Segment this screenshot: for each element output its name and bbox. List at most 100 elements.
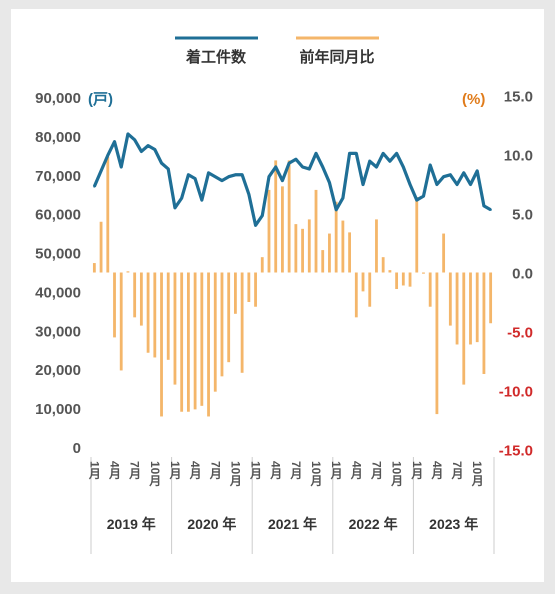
line-point — [140, 150, 143, 153]
line-point — [254, 224, 257, 227]
month-label: 7月 — [289, 461, 303, 480]
year-label: 2022 年 — [349, 516, 398, 532]
bar — [287, 160, 291, 273]
line-point — [261, 214, 264, 217]
bar — [475, 272, 479, 343]
line-point — [388, 159, 392, 163]
bar — [254, 272, 257, 307]
left-tick-label: 90,000 — [35, 90, 81, 107]
line-point — [368, 159, 371, 163]
bar — [267, 189, 271, 273]
legend: 着工件数 前年同月比 — [175, 36, 379, 66]
bar — [462, 272, 466, 385]
month-label: 4月 — [188, 461, 202, 480]
line-point — [113, 140, 116, 143]
month-label: 4月 — [349, 461, 363, 480]
right-tick-label: 10.0 — [504, 148, 533, 165]
line-point — [435, 183, 439, 186]
line-point — [314, 152, 318, 155]
line-point — [220, 179, 224, 182]
bar — [354, 272, 358, 318]
month-label: 7月 — [208, 461, 222, 480]
line-point — [126, 132, 130, 136]
month-label: 10月 — [470, 461, 484, 487]
line-point — [281, 179, 284, 182]
line-point — [455, 183, 459, 186]
line-point — [200, 198, 204, 202]
right-tick-label: 15.0 — [504, 89, 533, 106]
month-label: 7月 — [369, 461, 383, 480]
left-tick-label: 80,000 — [35, 129, 81, 146]
line-point — [355, 152, 358, 155]
legend-line-label: 着工件数 — [185, 48, 247, 66]
legend-bar-label: 前年同月比 — [299, 48, 374, 66]
line-point — [341, 196, 345, 200]
line-point — [167, 167, 170, 171]
line-point — [274, 165, 277, 169]
bar — [119, 272, 123, 371]
line-point — [489, 208, 492, 211]
right-tick-label: 5.0 — [512, 207, 533, 224]
bar — [281, 186, 284, 273]
bar — [213, 272, 217, 392]
line-point — [267, 175, 271, 178]
line-point — [214, 175, 217, 178]
line-point — [301, 165, 304, 169]
line-point — [173, 206, 177, 210]
line-point — [193, 177, 197, 180]
line-point — [449, 173, 452, 176]
bar — [227, 272, 231, 363]
line-point — [334, 208, 338, 211]
bar — [328, 233, 331, 273]
line-point — [395, 152, 398, 155]
right-tick-label: -10.0 — [499, 384, 533, 401]
line-point — [106, 154, 109, 157]
bar — [388, 270, 392, 273]
line-point — [160, 161, 163, 165]
chart-card: 着工件数 前年同月比 (戸) (%) 90,000 80,000 70,000 60,… — [11, 9, 544, 582]
line-point — [207, 171, 210, 175]
bar — [489, 272, 493, 324]
bar — [160, 272, 163, 417]
line-point — [321, 165, 324, 169]
bar — [361, 272, 365, 292]
bar — [415, 196, 419, 273]
month-label: 1月 — [249, 461, 263, 480]
line-point — [93, 185, 96, 188]
bar — [469, 272, 472, 345]
right-axis-unit: (%) — [462, 91, 485, 108]
bar — [401, 272, 405, 286]
bar — [126, 271, 130, 273]
line-point — [462, 171, 465, 175]
line-point — [476, 169, 479, 173]
left-tick-label: 70,000 — [35, 168, 81, 185]
line-point — [428, 163, 432, 167]
bar — [395, 272, 399, 290]
line-point — [227, 175, 230, 178]
month-label: 1月 — [168, 461, 182, 480]
month-label: 1月 — [410, 461, 424, 480]
line-point — [375, 165, 378, 169]
bar — [334, 201, 338, 273]
bar — [341, 220, 345, 273]
bar — [139, 272, 143, 326]
bar — [166, 272, 170, 360]
bar — [348, 232, 351, 273]
bar — [321, 250, 325, 273]
bar — [240, 272, 244, 373]
bar — [92, 263, 96, 273]
bar — [153, 272, 157, 358]
line-point — [442, 175, 445, 178]
bar — [106, 156, 110, 273]
bar — [368, 272, 372, 307]
bar — [408, 272, 412, 287]
bar — [442, 233, 446, 273]
line-point — [348, 152, 351, 155]
month-label: 7月 — [128, 461, 142, 480]
line-point — [469, 183, 472, 186]
bar — [193, 272, 197, 410]
bar — [314, 189, 318, 273]
line-point — [482, 204, 486, 208]
bar — [294, 224, 298, 273]
left-tick-label: 10,000 — [35, 401, 81, 418]
